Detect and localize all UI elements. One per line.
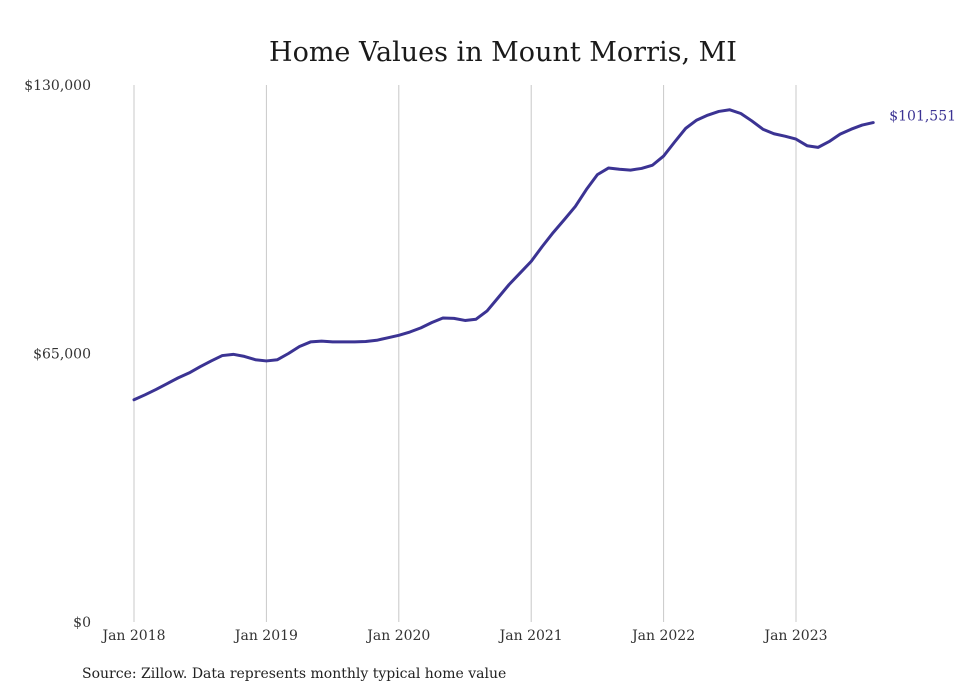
x-tick-label: Jan 2020 [365,628,430,644]
chart-title: Home Values in Mount Morris, MI [269,37,737,68]
y-tick-label: $130,000 [24,78,91,94]
x-tick-label: Jan 2019 [233,628,298,644]
series-line [132,108,875,402]
y-tick-label: $65,000 [33,347,91,363]
x-axis: Jan 2018 Jan 2019 Jan 2020 Jan 2021 Jan 2022… [100,628,827,644]
end-value-label: $101,551 [889,109,956,125]
x-tick-label: Jan 2022 [630,628,695,644]
y-axis: $0 $65,000 $130,000 [24,78,91,631]
x-tick-label: Jan 2021 [498,628,563,644]
grid [133,85,797,622]
source-note: Source: Zillow. Data represents monthly … [82,666,507,682]
x-tick-label: Jan 2018 [100,628,165,644]
x-tick-label: Jan 2023 [762,628,827,644]
y-tick-label: $0 [73,615,91,631]
